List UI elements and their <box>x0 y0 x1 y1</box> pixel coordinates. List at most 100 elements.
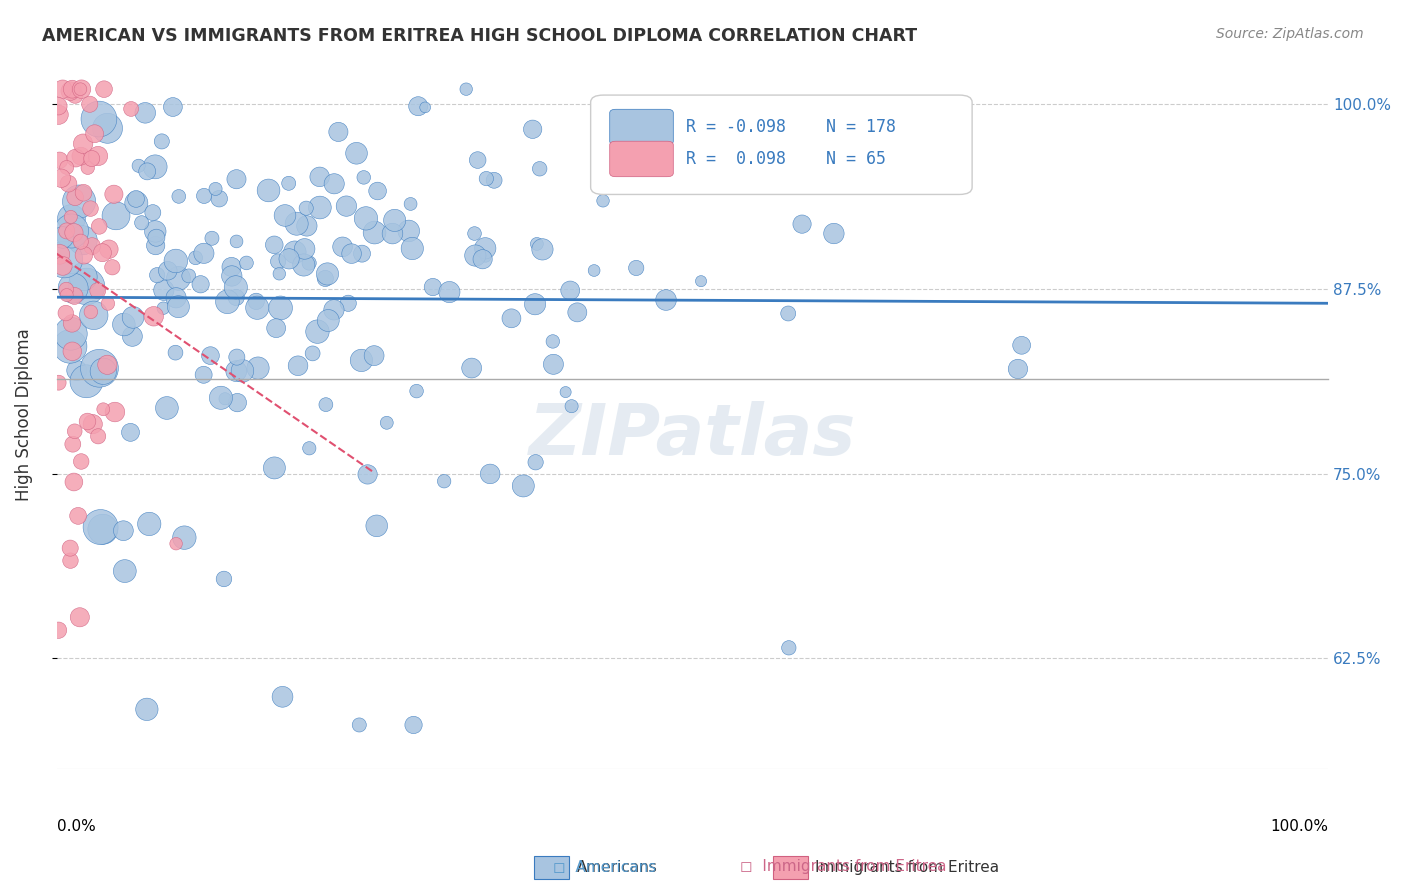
Point <box>221 260 243 274</box>
Point <box>53 252 76 267</box>
Point <box>125 196 148 211</box>
Point <box>55 283 77 297</box>
Point <box>346 146 368 161</box>
Point <box>145 231 167 245</box>
Point <box>55 288 77 302</box>
Point <box>456 82 478 96</box>
Point <box>201 231 224 245</box>
Point <box>328 125 350 139</box>
Point <box>567 305 589 319</box>
Point <box>142 205 165 219</box>
Point <box>583 263 606 277</box>
Point <box>231 364 253 378</box>
Point <box>560 284 582 298</box>
Point <box>316 267 339 281</box>
Bar <box>773 856 808 879</box>
Point <box>184 251 207 265</box>
Point <box>145 238 167 252</box>
Point <box>193 189 215 203</box>
Point <box>59 541 82 555</box>
Text: N = 65: N = 65 <box>825 150 886 168</box>
Point <box>79 97 101 112</box>
Point <box>257 183 280 197</box>
Point <box>270 301 292 315</box>
Text: ◻  Immigrants from Eritrea: ◻ Immigrants from Eritrea <box>741 859 946 874</box>
Point <box>67 194 90 209</box>
Y-axis label: High School Diploma: High School Diploma <box>15 328 32 500</box>
Point <box>309 201 332 215</box>
Point <box>225 350 247 364</box>
Point <box>70 149 93 163</box>
Point <box>63 424 86 438</box>
Point <box>439 285 461 299</box>
Text: Source: ZipAtlas.com: Source: ZipAtlas.com <box>1216 27 1364 41</box>
Point <box>655 293 678 307</box>
Point <box>337 296 360 310</box>
Point <box>83 309 105 323</box>
Point <box>226 395 249 409</box>
Point <box>48 108 70 122</box>
Point <box>91 245 114 260</box>
Point <box>72 186 94 200</box>
Point <box>48 376 70 390</box>
Point <box>91 364 114 378</box>
Point <box>66 363 89 377</box>
Text: ZIPatlas: ZIPatlas <box>529 401 856 470</box>
Point <box>82 417 104 432</box>
Point <box>463 227 485 241</box>
Point <box>298 442 321 456</box>
Point <box>398 224 420 238</box>
Point <box>150 135 173 149</box>
Point <box>58 177 80 191</box>
Point <box>225 280 247 294</box>
Point <box>165 254 187 268</box>
Point <box>125 192 148 206</box>
Point <box>271 690 294 704</box>
Point <box>87 149 110 163</box>
Point <box>541 334 564 349</box>
Point <box>402 718 425 732</box>
Point <box>790 217 813 231</box>
Point <box>482 173 505 187</box>
Text: R = -0.098: R = -0.098 <box>686 118 786 136</box>
Text: 0.0%: 0.0% <box>56 819 96 834</box>
Point <box>89 361 111 376</box>
Point <box>63 88 86 103</box>
Point <box>51 171 73 186</box>
Point <box>143 160 166 174</box>
Point <box>225 172 247 186</box>
Point <box>208 192 231 206</box>
Point <box>413 100 436 114</box>
Point <box>356 467 378 482</box>
Point <box>221 268 243 283</box>
Point <box>406 99 429 113</box>
Point <box>193 368 215 382</box>
Point <box>225 290 247 304</box>
Point <box>55 306 77 320</box>
Point <box>165 537 187 551</box>
Text: N = 178: N = 178 <box>825 118 896 136</box>
Point <box>367 184 389 198</box>
Point <box>177 268 200 283</box>
Point <box>294 242 316 256</box>
Point <box>91 522 114 536</box>
Point <box>543 357 565 371</box>
Point <box>135 702 157 716</box>
Point <box>274 209 297 223</box>
Text: ◻  Americans: ◻ Americans <box>553 859 657 874</box>
Point <box>128 159 150 173</box>
Point <box>399 197 422 211</box>
Point <box>121 329 143 343</box>
Point <box>531 243 554 257</box>
Point <box>52 82 75 96</box>
Point <box>354 211 377 226</box>
Point <box>315 398 337 412</box>
Point <box>122 310 145 325</box>
Point <box>70 82 93 96</box>
Point <box>79 202 101 216</box>
Point <box>823 227 845 241</box>
Point <box>97 242 120 256</box>
Text: 100.0%: 100.0% <box>1270 819 1329 834</box>
Point <box>90 520 112 534</box>
Point <box>190 277 212 292</box>
